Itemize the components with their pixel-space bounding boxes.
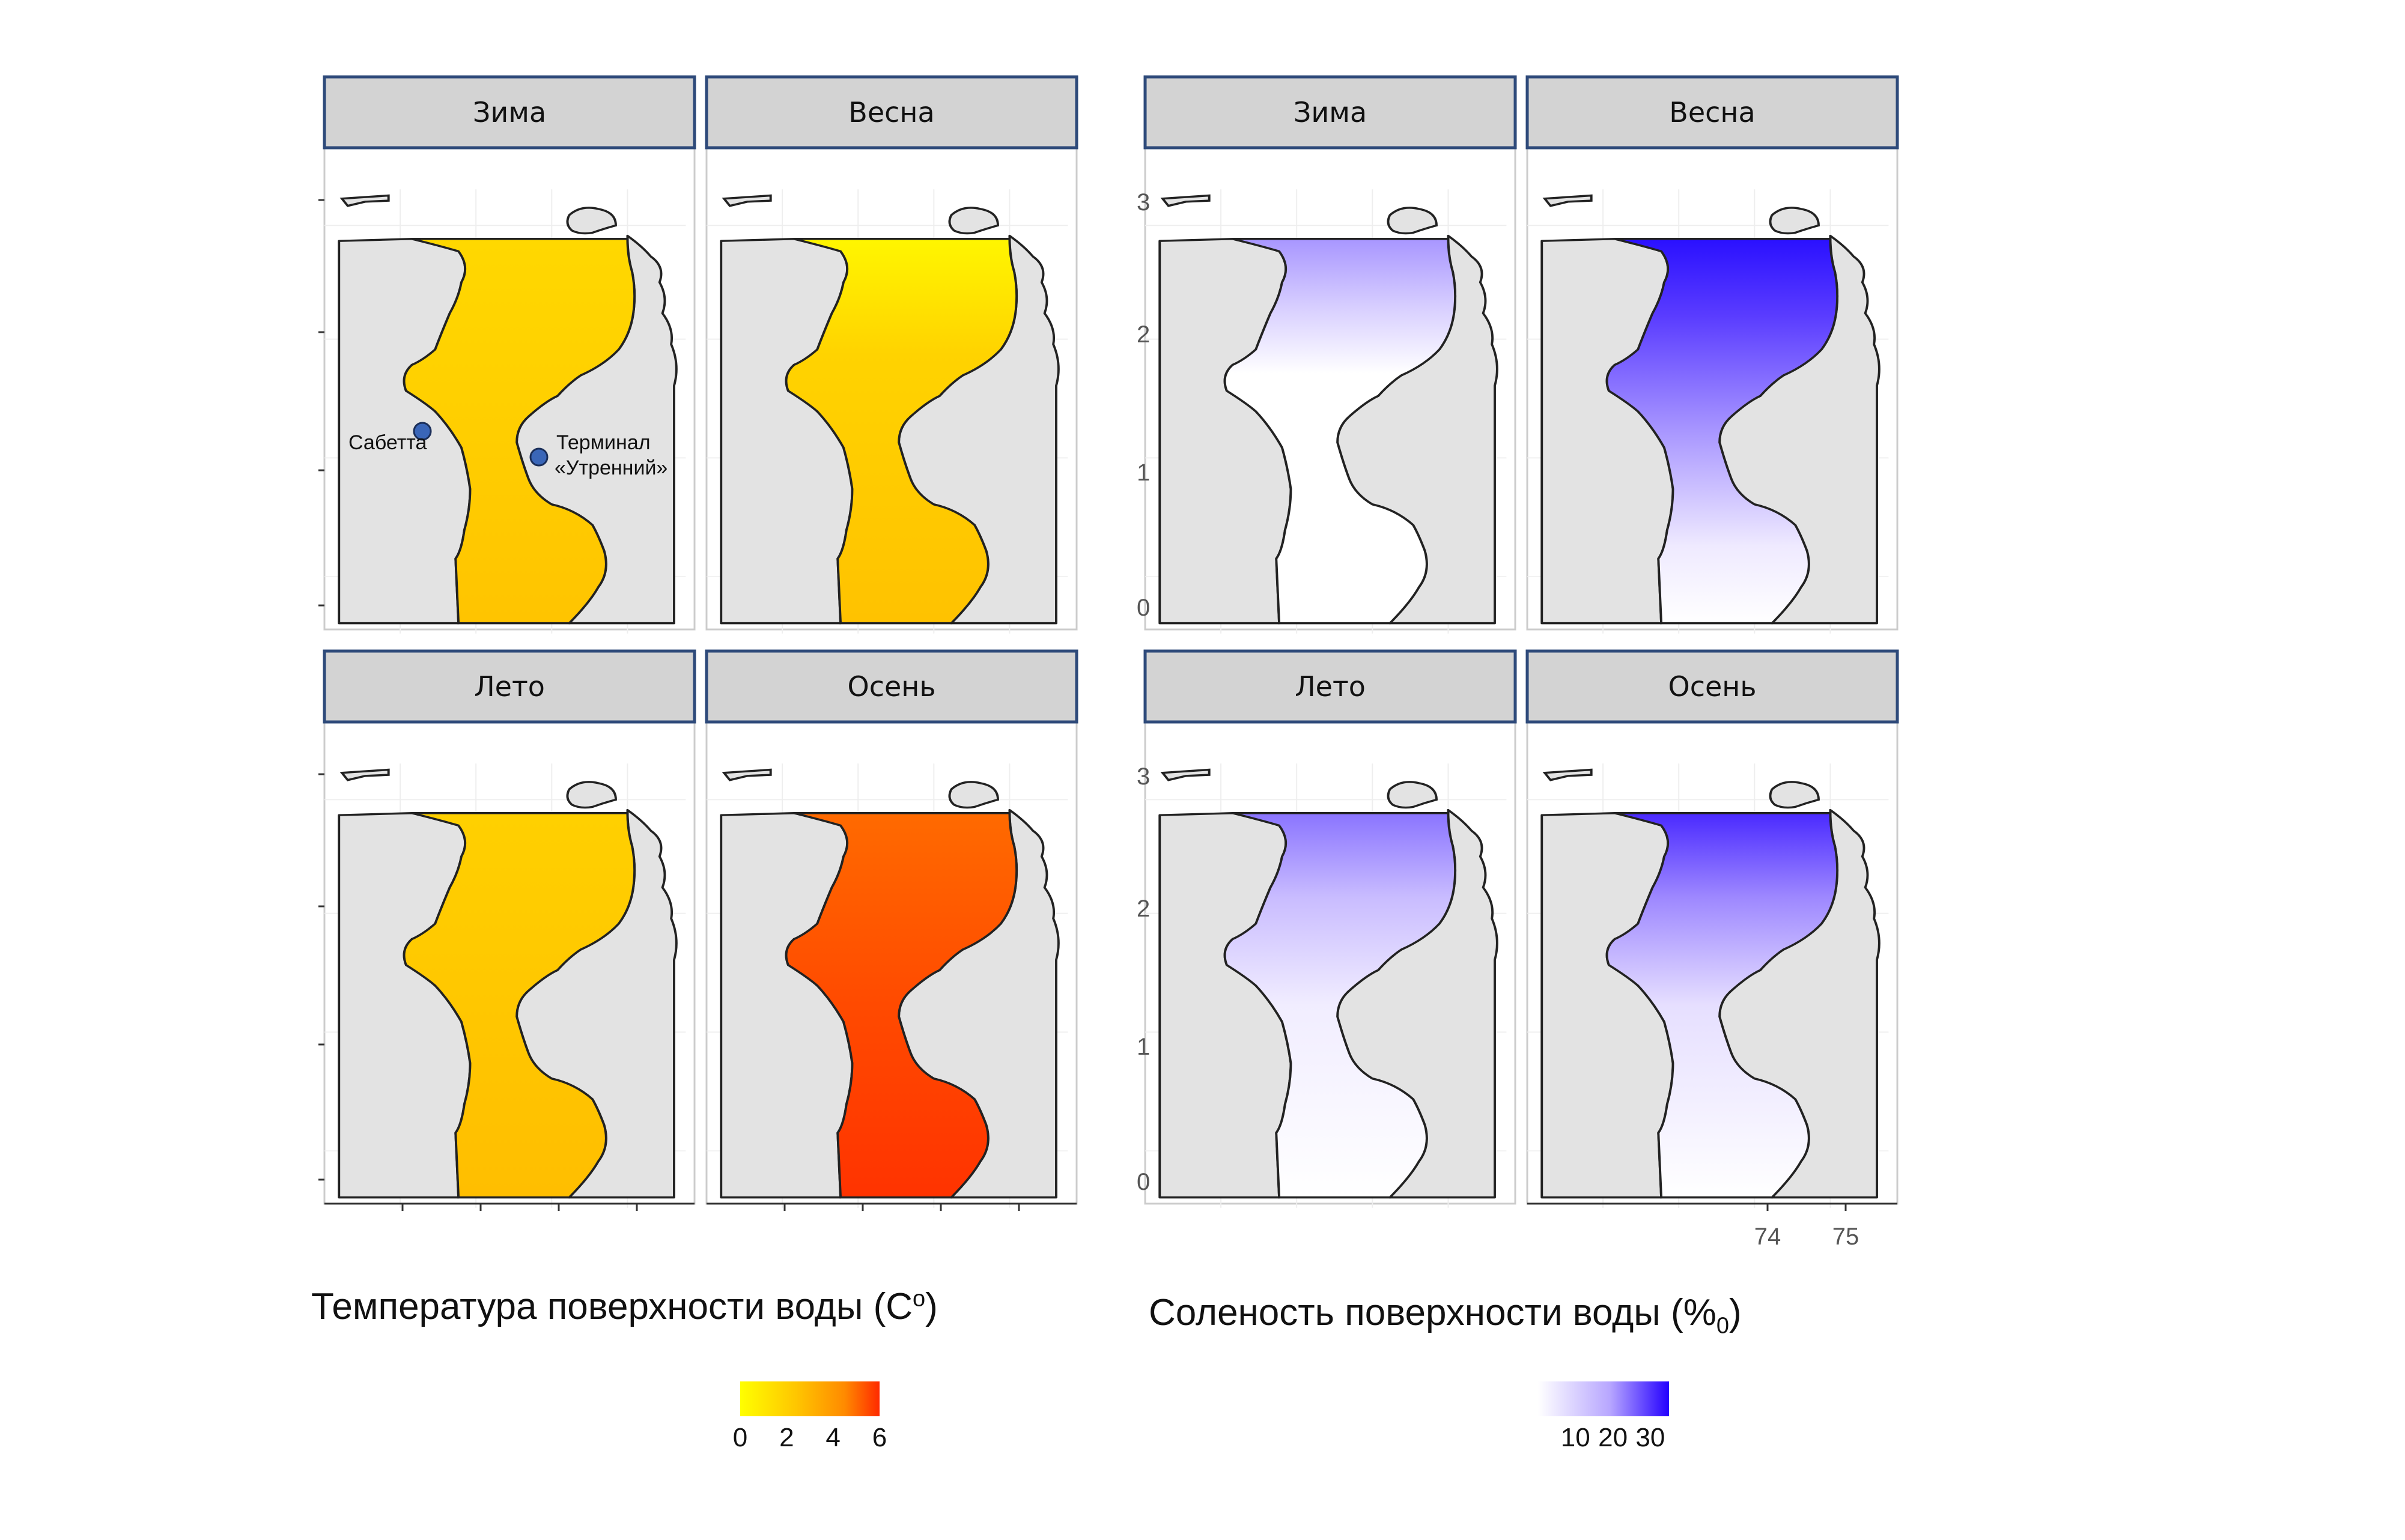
temp-panel-autumn: Осень xyxy=(705,649,1078,1211)
panel-title-season: Лето xyxy=(474,670,545,703)
temp-colorbar-bar xyxy=(740,1381,880,1416)
temp-panel-winter: Зима Сабетта Терминал «Утренний» xyxy=(318,75,696,635)
panel-header xyxy=(1525,75,1899,150)
x-tick-75: 75 xyxy=(1832,1223,1859,1250)
salinity-panels: Зима 3 2 1 0 Весна Лето xyxy=(1137,75,1899,1250)
utrenniy-label-line2: «Утренний» xyxy=(555,456,667,479)
sal-ticks-label: 30 xyxy=(1635,1423,1665,1452)
temperature-colorbar: 0 2 4 6 xyxy=(733,1381,887,1452)
salinity-caption: Соленость поверхности воды (%0) xyxy=(1149,1291,1742,1339)
temperature-caption-text: Температура поверхности воды (С xyxy=(311,1286,913,1327)
sal-ticks-label: 20 xyxy=(1598,1423,1628,1452)
sabetta-marker xyxy=(413,422,432,441)
utrenniy-marker xyxy=(529,447,549,467)
y-tick-partial: 2 xyxy=(1137,896,1150,922)
temperature-caption-close: ) xyxy=(925,1286,938,1327)
panel-title-season: Осень xyxy=(1668,670,1757,703)
panel-header xyxy=(705,75,1078,150)
temp-ticks-label: 6 xyxy=(872,1423,887,1452)
panel-title-season: Зима xyxy=(473,96,546,129)
temp-ticks-label: 2 xyxy=(779,1423,794,1452)
panel-header xyxy=(1143,75,1517,150)
salinity-caption-sub: 0 xyxy=(1716,1313,1729,1339)
panel-header xyxy=(1143,649,1517,724)
x-tick-74: 74 xyxy=(1754,1223,1781,1250)
temp-ticks-label: 0 xyxy=(733,1423,747,1452)
panel-title-season: Лето xyxy=(1295,670,1366,703)
sal-panel-autumn: Осень 74 75 xyxy=(1525,649,1899,1250)
sal-colorbar-ticks: 10 20 30 xyxy=(1561,1423,1665,1452)
y-tick-partial: 0 xyxy=(1137,595,1150,621)
sabetta-label: Сабетта xyxy=(348,431,427,454)
temp-panel-summer: Лето xyxy=(318,649,696,1211)
utrenniy-label-line1: Терминал xyxy=(556,431,651,454)
temperature-panels: Зима Сабетта Терминал «Утренний» Вес xyxy=(318,75,1078,1211)
sal-panel-summer: Лето 3 2 1 0 xyxy=(1137,649,1517,1209)
temp-ticks-label: 4 xyxy=(825,1423,840,1452)
sal-panel-spring: Весна xyxy=(1525,75,1899,635)
temperature-caption-sup: о xyxy=(913,1286,926,1312)
y-tick-partial: 3 xyxy=(1137,763,1150,790)
panel-title-season: Осень xyxy=(848,670,936,703)
panel-header xyxy=(705,649,1078,724)
salinity-caption-close: ) xyxy=(1728,1292,1742,1333)
panel-header xyxy=(323,75,696,150)
y-tick-partial: 1 xyxy=(1137,459,1150,486)
y-tick-partial: 2 xyxy=(1137,321,1150,348)
salinity-caption-text: Соленость поверхности воды (% xyxy=(1149,1292,1716,1333)
y-tick-partial: 1 xyxy=(1137,1034,1150,1060)
sal-ticks-label: 10 xyxy=(1561,1423,1590,1452)
panel-title-season: Зима xyxy=(1294,96,1367,129)
panel-title-season: Весна xyxy=(1669,96,1755,129)
sal-colorbar-bar xyxy=(1538,1381,1669,1416)
y-tick-partial: 3 xyxy=(1137,189,1150,216)
panel-title-season: Весна xyxy=(848,96,934,129)
panel-header xyxy=(323,649,696,724)
panel-header xyxy=(1525,649,1899,724)
y-tick-partial: 0 xyxy=(1137,1169,1150,1195)
temp-colorbar-ticks: 0 2 4 6 xyxy=(733,1423,887,1452)
temperature-caption: Температура поверхности воды (Со) xyxy=(311,1285,938,1328)
sal-panel-winter: Зима 3 2 1 0 xyxy=(1137,75,1517,635)
salinity-colorbar: 10 20 30 xyxy=(1538,1381,1669,1452)
temp-panel-spring: Весна xyxy=(705,75,1078,635)
